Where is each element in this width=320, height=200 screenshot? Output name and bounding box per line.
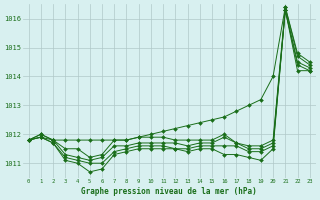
X-axis label: Graphe pression niveau de la mer (hPa): Graphe pression niveau de la mer (hPa) xyxy=(81,187,257,196)
